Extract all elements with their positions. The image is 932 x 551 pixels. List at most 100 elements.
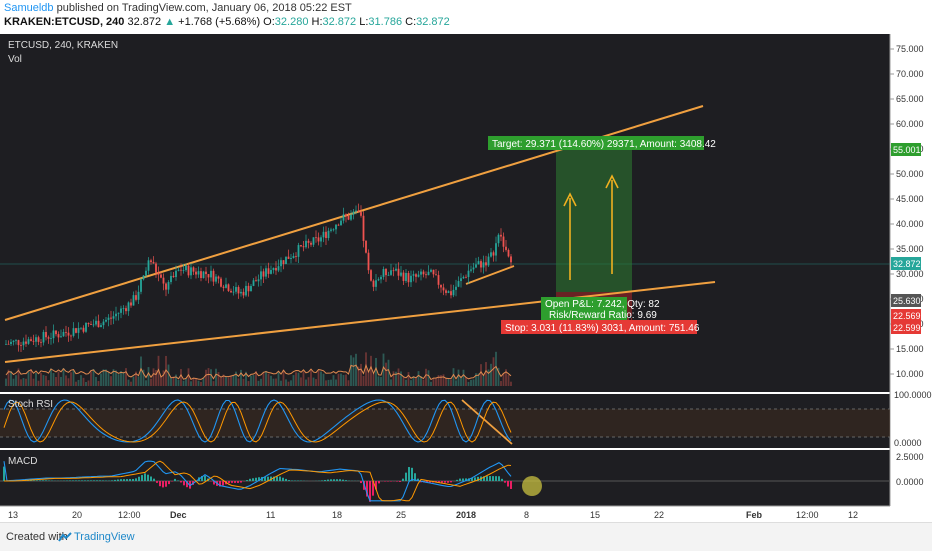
candle-body bbox=[480, 261, 482, 267]
volume-bar bbox=[360, 364, 362, 386]
candle-body bbox=[33, 341, 35, 342]
candle-body bbox=[383, 269, 385, 277]
volume-bar bbox=[210, 369, 212, 386]
volume-bar bbox=[133, 377, 135, 386]
candle-body bbox=[255, 280, 257, 281]
main-pane[interactable] bbox=[0, 34, 890, 392]
macd-tick: 2.5000 bbox=[896, 452, 924, 462]
candle-body bbox=[483, 262, 485, 267]
volume-bar bbox=[350, 355, 352, 386]
candle-body bbox=[303, 246, 305, 247]
price-marker-text: 55.001 bbox=[893, 145, 921, 155]
position-profit-zone[interactable] bbox=[556, 150, 632, 292]
candle-body bbox=[268, 268, 270, 274]
volume-bar bbox=[425, 369, 427, 386]
candle-body bbox=[223, 287, 225, 288]
volume-bar bbox=[385, 363, 387, 386]
volume-bar bbox=[240, 370, 242, 386]
chart-area[interactable]: Target: 29.371 (114.60%) 29371, Amount: … bbox=[0, 34, 932, 522]
volume-bar bbox=[220, 377, 222, 386]
volume-bar bbox=[308, 377, 310, 386]
volume-bar bbox=[493, 357, 495, 386]
candle-body bbox=[498, 235, 500, 243]
candle-body bbox=[318, 237, 320, 241]
candle-body bbox=[375, 280, 377, 287]
candle-body bbox=[265, 268, 267, 276]
macd-pane[interactable] bbox=[0, 450, 890, 506]
candle-body bbox=[283, 260, 285, 264]
macd-hist-bar bbox=[495, 476, 497, 481]
candle-body bbox=[348, 216, 350, 220]
volume-bar bbox=[393, 371, 395, 386]
volume-bar bbox=[373, 373, 375, 386]
candle-body bbox=[290, 258, 292, 259]
macd-hist-bar bbox=[144, 473, 146, 481]
candle-body bbox=[195, 272, 197, 275]
stop-label[interactable]: Stop: 3.031 (11.83%) 3031, Amount: 751.4… bbox=[501, 320, 700, 334]
candle-body bbox=[83, 328, 85, 332]
candle-body bbox=[175, 271, 177, 277]
volume-bar bbox=[443, 374, 445, 386]
macd-hist-bar bbox=[42, 480, 44, 481]
macd-hist-bar bbox=[294, 480, 296, 481]
candle-body bbox=[248, 286, 250, 291]
volume-bar bbox=[325, 380, 327, 386]
candle-body bbox=[468, 271, 470, 277]
candle-body bbox=[93, 324, 95, 325]
candle-body bbox=[133, 295, 135, 305]
volume-bar bbox=[380, 377, 382, 386]
tradingview-link[interactable]: TradingView bbox=[74, 531, 135, 543]
macd-hist-bar bbox=[510, 481, 512, 489]
candle-body bbox=[78, 328, 80, 333]
candle-body bbox=[343, 214, 345, 220]
candle-body bbox=[13, 341, 15, 342]
stoch-band bbox=[0, 409, 890, 437]
volume-bar bbox=[265, 371, 267, 386]
candle-body bbox=[393, 270, 395, 271]
volume-bar bbox=[375, 358, 377, 386]
volume-bar bbox=[510, 382, 512, 386]
price-marker-text: 22.599 bbox=[893, 323, 921, 333]
price-change: +1.768 (+5.68%) bbox=[178, 16, 260, 28]
candle-body bbox=[58, 334, 60, 337]
macd-hist-bar bbox=[165, 481, 167, 487]
volume-bar bbox=[270, 376, 272, 386]
candle-body bbox=[125, 308, 127, 311]
candle-body bbox=[38, 337, 40, 342]
macd-hist-bar bbox=[504, 481, 506, 483]
time-tick: 2018 bbox=[456, 510, 476, 520]
volume-bar bbox=[145, 380, 147, 386]
volume-bar bbox=[283, 370, 285, 386]
author-link[interactable]: Samueldb bbox=[4, 2, 54, 14]
candle-body bbox=[338, 225, 340, 226]
target-label[interactable]: Target: 29.371 (114.60%) 29371, Amount: … bbox=[488, 136, 716, 150]
candle-body bbox=[508, 250, 510, 256]
candle-body bbox=[190, 267, 192, 275]
candle-body bbox=[485, 262, 487, 265]
candle-body bbox=[423, 272, 425, 275]
close-value: 32.872 bbox=[416, 16, 450, 28]
volume-bar bbox=[338, 374, 340, 386]
volume-bar bbox=[288, 382, 290, 386]
candle-body bbox=[353, 212, 355, 215]
volume-bar bbox=[120, 371, 122, 386]
macd-hist-bar bbox=[279, 477, 281, 481]
candle-body bbox=[490, 252, 492, 256]
candle-body bbox=[178, 270, 180, 271]
volume-bar bbox=[183, 381, 185, 386]
candle-body bbox=[20, 345, 22, 346]
volume-bar bbox=[310, 369, 312, 386]
volume-bar bbox=[453, 368, 455, 386]
candle-body bbox=[400, 273, 402, 276]
time-tick: 12:00 bbox=[796, 510, 819, 520]
candle-body bbox=[115, 314, 117, 317]
macd-hist-bar bbox=[114, 480, 116, 481]
volume-bar bbox=[508, 375, 510, 386]
candle-body bbox=[458, 281, 460, 287]
pnl-label[interactable]: Open P&L: 7.242, Qty: 82 Risk/Reward Rat… bbox=[541, 297, 660, 321]
candle-body bbox=[55, 330, 57, 334]
macd-hist-bar bbox=[396, 481, 398, 482]
candle-body bbox=[305, 241, 307, 247]
publish-text: published on TradingView.com, January 06… bbox=[54, 2, 352, 14]
volume-bar bbox=[320, 371, 322, 386]
